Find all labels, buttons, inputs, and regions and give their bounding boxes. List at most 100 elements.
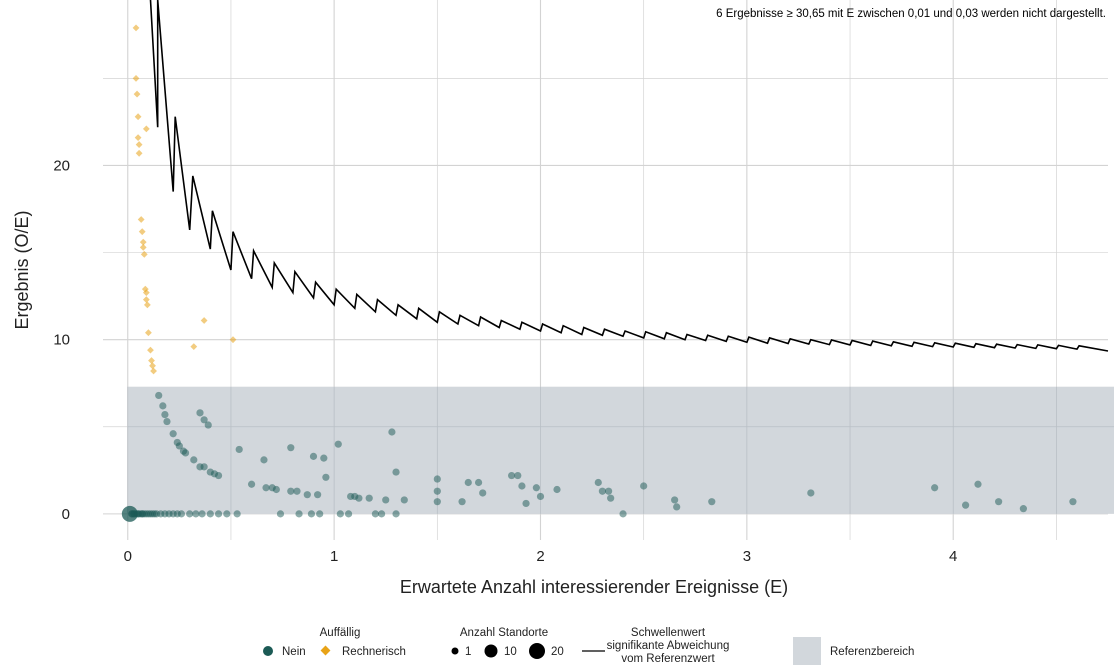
point-nein: [206, 510, 214, 518]
point-rechnerisch: [200, 317, 208, 324]
legend-threshold-line1: Schwellenwert: [631, 627, 706, 639]
point-rechnerisch: [138, 228, 146, 236]
point-nein: [262, 484, 270, 492]
point-nein: [295, 510, 303, 518]
point-nein: [514, 471, 522, 480]
point-nein: [336, 510, 344, 518]
point-nein: [200, 463, 208, 471]
point-rechnerisch: [133, 90, 141, 98]
legend-label-rechnerisch: Rechnerisch: [342, 646, 406, 658]
point-rechnerisch: [142, 125, 150, 133]
point-nein: [1069, 498, 1077, 506]
point-nein: [974, 480, 982, 488]
legend-referenzbereich-swatch: [793, 637, 821, 665]
point-nein: [196, 409, 204, 417]
y-tick-label: 10: [53, 332, 70, 349]
point-nein: [433, 475, 441, 483]
point-rechnerisch: [142, 289, 150, 297]
legend-size-label-1: 1: [465, 646, 471, 658]
point-nein: [1019, 505, 1027, 513]
point-nein: [272, 485, 280, 494]
point-nein: [287, 444, 295, 452]
point-rechnerisch: [149, 362, 156, 370]
point-nein: [320, 454, 328, 462]
point-nein: [138, 510, 146, 518]
point-rechnerisch: [134, 134, 142, 142]
point-rechnerisch: [137, 216, 145, 223]
point-rechnerisch: [147, 346, 154, 354]
point-nein: [433, 498, 441, 506]
reference-range-area: [127, 386, 1114, 514]
point-nein: [260, 456, 268, 464]
point-nein: [594, 478, 602, 487]
point-nein: [553, 485, 561, 494]
point-nein: [200, 416, 208, 424]
x-tick-label: 0: [124, 548, 132, 565]
grid-over-reference: [127, 386, 1114, 514]
point-rechnerisch: [139, 243, 147, 251]
point-nein: [307, 510, 316, 518]
point-nein: [604, 487, 613, 495]
point-nein: [276, 510, 285, 518]
x-axis-label: Erwartete Anzahl interessierender Ereign…: [400, 577, 788, 597]
point-nein: [607, 494, 615, 502]
point-nein: [619, 510, 627, 518]
point-nein: [233, 510, 241, 518]
point-rechnerisch: [145, 329, 152, 337]
point-nein: [314, 491, 322, 499]
x-tick-label: 3: [743, 548, 751, 565]
point-rechnerisch: [135, 141, 143, 148]
point-nein: [214, 510, 223, 518]
legend-size-label-10: 10: [504, 646, 517, 658]
point-nein: [400, 496, 408, 504]
point-nein: [522, 499, 530, 508]
point-nein: [807, 489, 815, 497]
point-nein: [598, 487, 607, 495]
point-nein: [223, 510, 231, 518]
point-nein: [204, 421, 212, 429]
point-nein: [161, 410, 169, 419]
point-nein: [155, 391, 163, 400]
legend-title-anzahl-standorte: Anzahl Standorte: [460, 627, 548, 639]
series-nein: [121, 391, 1077, 522]
y-tick-labels: 0 10 20: [53, 157, 70, 522]
x-tick-labels: 0 1 2 3 4: [124, 548, 958, 565]
point-nein: [159, 402, 167, 410]
point-nein: [479, 489, 487, 497]
series-rechnerisch: [132, 24, 237, 375]
point-nein: [355, 494, 363, 502]
point-nein: [371, 510, 380, 518]
threshold-line: [149, 0, 1109, 352]
point-nein: [433, 487, 441, 495]
legend-label-nein: Nein: [282, 646, 306, 658]
point-nein: [508, 471, 516, 480]
point-nein: [316, 510, 324, 518]
point-rechnerisch: [134, 113, 142, 121]
legend-size-label-20: 20: [551, 646, 564, 658]
point-nein: [962, 501, 970, 509]
point-rechnerisch: [132, 74, 140, 82]
point-nein: [198, 510, 206, 518]
legend-marker-nein: [263, 646, 273, 656]
legend: Auffällig Nein Rechnerisch Anzahl Stando…: [263, 627, 914, 665]
legend-size-20: [529, 643, 545, 659]
point-rechnerisch: [135, 149, 143, 157]
point-nein: [671, 496, 679, 504]
point-nein: [708, 498, 716, 506]
point-rechnerisch: [229, 336, 237, 344]
point-rechnerisch: [150, 367, 157, 375]
point-nein: [458, 498, 466, 506]
point-nein: [931, 484, 939, 492]
point-nein: [388, 428, 396, 436]
point-nein: [518, 482, 526, 490]
point-nein: [309, 452, 318, 460]
point-rechnerisch: [190, 343, 198, 351]
point-nein: [287, 487, 295, 495]
point-nein: [177, 510, 186, 518]
point-nein: [186, 510, 194, 518]
point-nein: [532, 484, 540, 492]
point-nein: [235, 445, 243, 454]
point-nein: [382, 496, 390, 504]
point-nein: [464, 478, 472, 487]
point-nein: [303, 491, 311, 499]
